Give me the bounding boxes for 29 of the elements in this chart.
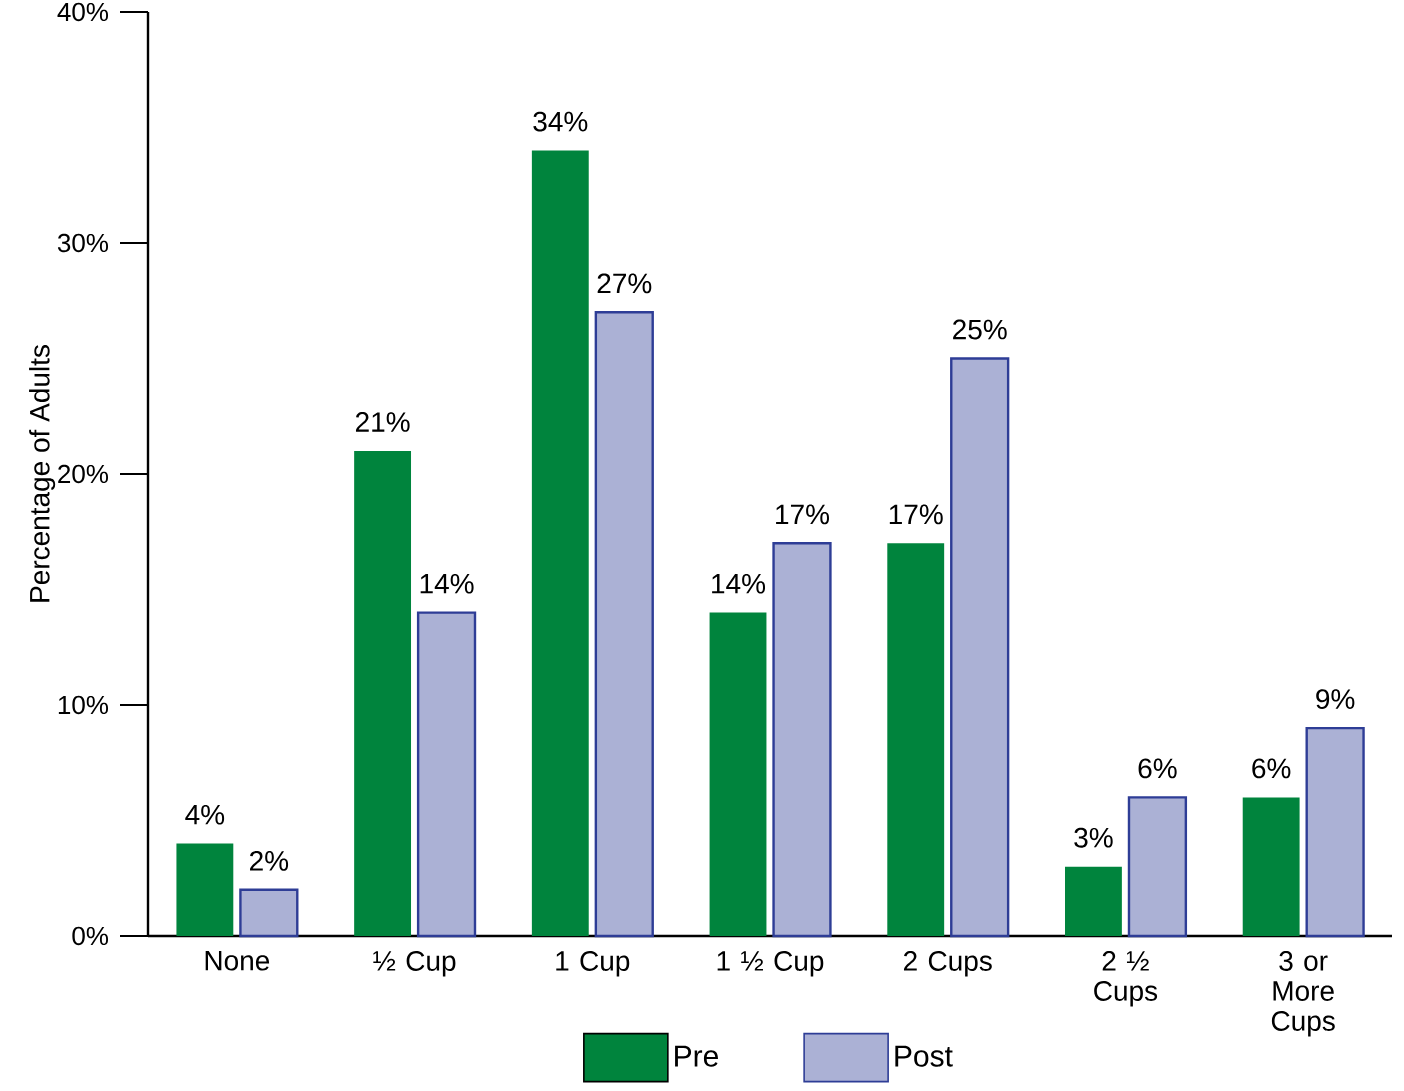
data-label: 6% xyxy=(1138,758,1177,779)
data-label: 27% xyxy=(597,273,652,294)
legend-label: Post xyxy=(895,1045,953,1067)
data-label: 3% xyxy=(1074,827,1113,848)
x-tick-label: 1 ½ Cup xyxy=(717,951,824,977)
data-label: 21% xyxy=(355,412,410,432)
data-label: 2% xyxy=(250,850,289,871)
y-tick-label: 20% xyxy=(58,464,109,484)
x-tick-label: ½ Cup xyxy=(373,951,456,977)
data-label: 9% xyxy=(1316,689,1355,710)
data-label: 34% xyxy=(533,111,588,132)
data-label: 17% xyxy=(889,504,943,525)
x-tick-label: 3 or More Cups xyxy=(1271,951,1335,1037)
x-tick-label: None xyxy=(205,951,270,971)
data-label: 14% xyxy=(420,573,474,594)
legend-label: Pre xyxy=(675,1045,718,1067)
x-tick-label: 2 Cups xyxy=(903,951,992,977)
y-tick-label: 40% xyxy=(57,2,109,22)
x-tick-label: 1 Cup xyxy=(556,951,630,977)
data-label: 4% xyxy=(185,804,225,825)
data-label: 17% xyxy=(776,504,830,525)
data-label: 25% xyxy=(953,319,1007,340)
y-tick-label: 10% xyxy=(58,695,109,715)
data-label: 6% xyxy=(1252,758,1291,779)
y-axis-title: Percentage of Adults xyxy=(29,345,56,602)
x-tick-label: 2 ½ Cups xyxy=(1094,951,1158,1007)
y-tick-label: 30% xyxy=(57,233,109,253)
data-label: 14% xyxy=(712,573,766,594)
y-tick-label: 0% xyxy=(72,926,109,946)
